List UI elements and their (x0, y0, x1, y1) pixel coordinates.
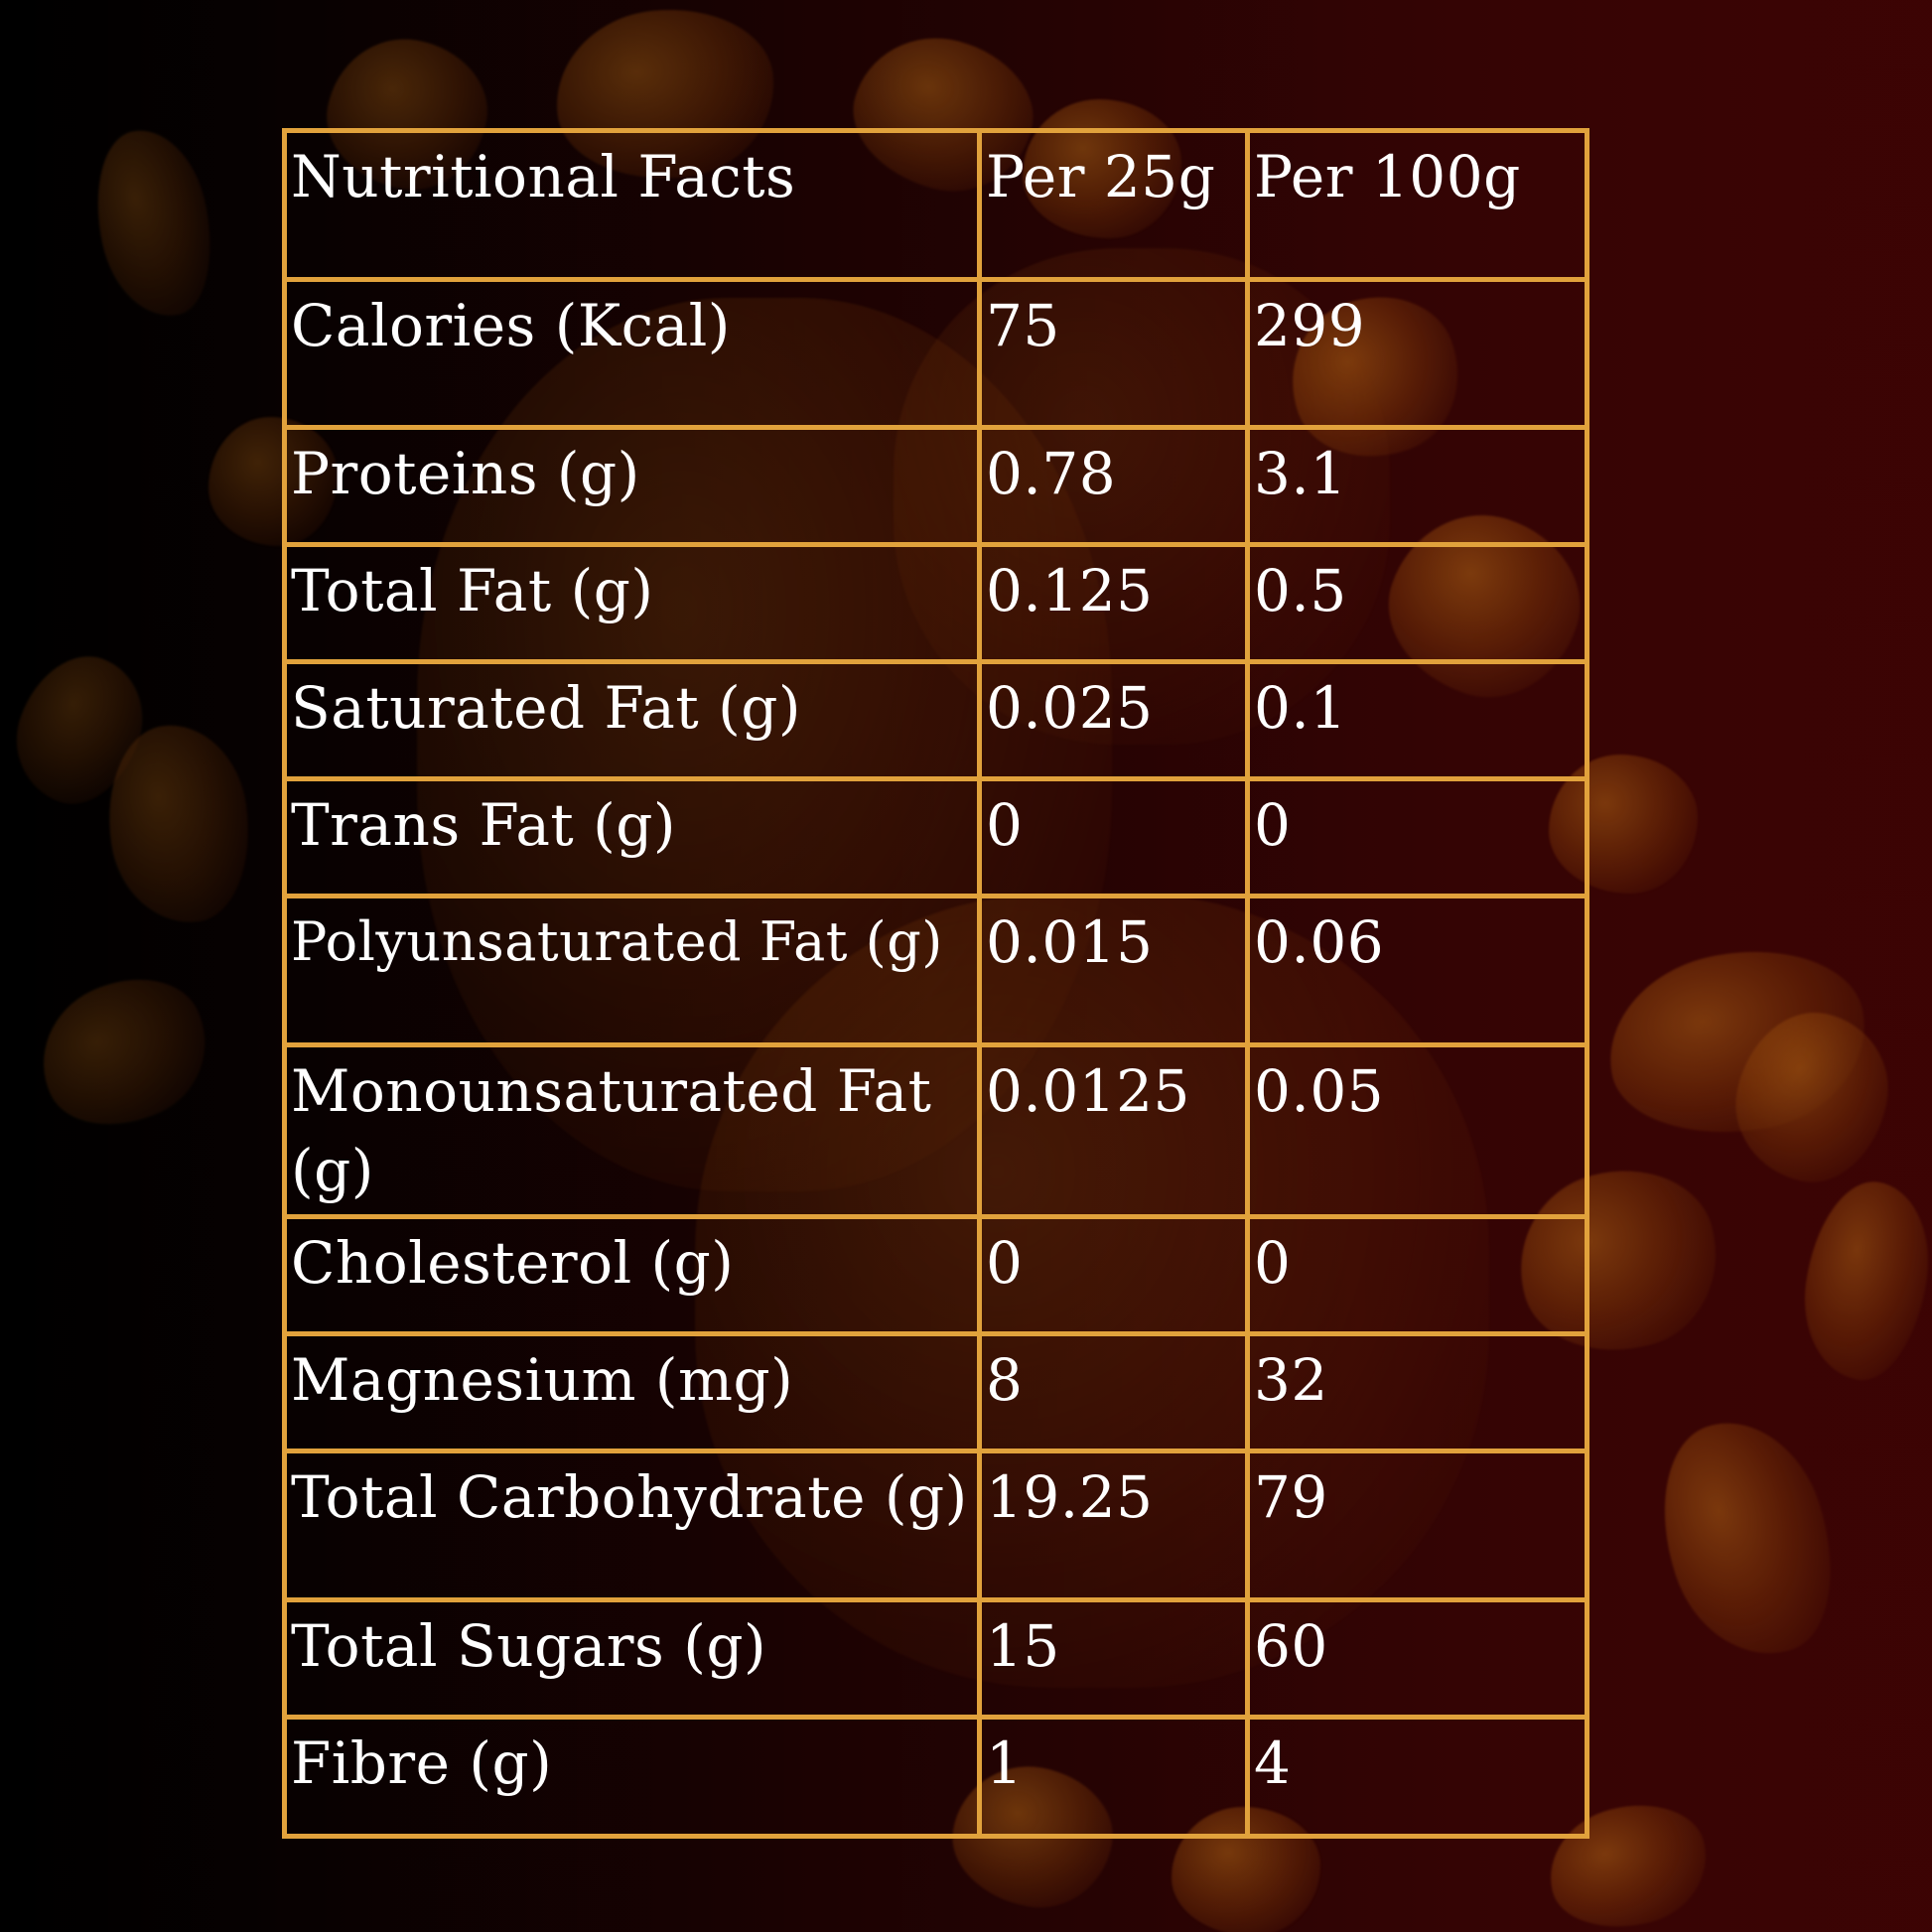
row-value-per-25g: 0.78 (977, 425, 1250, 547)
row-label: Cholesterol (g) (282, 1214, 982, 1336)
table-row: Proteins (g) 0.78 3.1 (282, 425, 1589, 547)
table-row: Fibre (g) 1 4 (282, 1715, 1589, 1839)
row-value-per-25g: 0.125 (977, 542, 1250, 664)
row-value-per-100g: 0.1 (1245, 659, 1589, 781)
table-header-row: Nutritional Facts Per 25g Per 100g (282, 128, 1589, 282)
row-label: Monounsaturated Fat (g) (282, 1042, 982, 1219)
row-value-per-25g: 15 (977, 1597, 1250, 1720)
nutrition-facts-table: Nutritional Facts Per 25g Per 100g Calor… (282, 128, 1589, 1839)
table-row: Saturated Fat (g) 0.025 0.1 (282, 659, 1589, 781)
row-value-per-25g: 0 (977, 1214, 1250, 1336)
row-value-per-100g: 0.05 (1245, 1042, 1589, 1219)
row-value-per-100g: 60 (1245, 1597, 1589, 1720)
row-label: Proteins (g) (282, 425, 982, 547)
row-value-per-25g: 0 (977, 776, 1250, 898)
row-label: Total Fat (g) (282, 542, 982, 664)
row-value-per-25g: 1 (977, 1715, 1250, 1839)
table-row: Monounsaturated Fat (g) 0.0125 0.05 (282, 1042, 1589, 1219)
table-row: Total Fat (g) 0.125 0.5 (282, 542, 1589, 664)
row-value-per-100g: 0 (1245, 776, 1589, 898)
table-row: Magnesium (mg) 8 32 (282, 1331, 1589, 1453)
row-label: Total Carbohydrate (g) (282, 1449, 982, 1602)
row-label: Total Sugars (g) (282, 1597, 982, 1720)
table-row: Total Carbohydrate (g) 19.25 79 (282, 1449, 1589, 1602)
row-label: Trans Fat (g) (282, 776, 982, 898)
row-value-per-100g: 299 (1245, 277, 1589, 430)
row-value-per-25g: 19.25 (977, 1449, 1250, 1602)
row-value-per-25g: 0.025 (977, 659, 1250, 781)
table-row: Trans Fat (g) 0 0 (282, 776, 1589, 898)
row-value-per-100g: 0.5 (1245, 542, 1589, 664)
table-row: Polyunsaturated Fat (g) 0.015 0.06 (282, 894, 1589, 1047)
row-value-per-100g: 4 (1245, 1715, 1589, 1839)
row-value-per-100g: 32 (1245, 1331, 1589, 1453)
row-value-per-25g: 8 (977, 1331, 1250, 1453)
row-value-per-100g: 3.1 (1245, 425, 1589, 547)
row-label: Polyunsaturated Fat (g) (282, 894, 982, 1047)
row-label: Magnesium (mg) (282, 1331, 982, 1453)
header-per-100g: Per 100g (1245, 128, 1589, 282)
row-value-per-100g: 0 (1245, 1214, 1589, 1336)
row-label: Fibre (g) (282, 1715, 982, 1839)
row-value-per-25g: 0.015 (977, 894, 1250, 1047)
row-value-per-25g: 75 (977, 277, 1250, 430)
row-value-per-25g: 0.0125 (977, 1042, 1250, 1219)
table-row: Calories (Kcal) 75 299 (282, 277, 1589, 430)
row-value-per-100g: 0.06 (1245, 894, 1589, 1047)
table-row: Total Sugars (g) 15 60 (282, 1597, 1589, 1720)
row-value-per-100g: 79 (1245, 1449, 1589, 1602)
header-per-25g: Per 25g (977, 128, 1250, 282)
table-row: Cholesterol (g) 0 0 (282, 1214, 1589, 1336)
row-label: Calories (Kcal) (282, 277, 982, 430)
header-nutritional-facts: Nutritional Facts (282, 128, 982, 282)
row-label: Saturated Fat (g) (282, 659, 982, 781)
